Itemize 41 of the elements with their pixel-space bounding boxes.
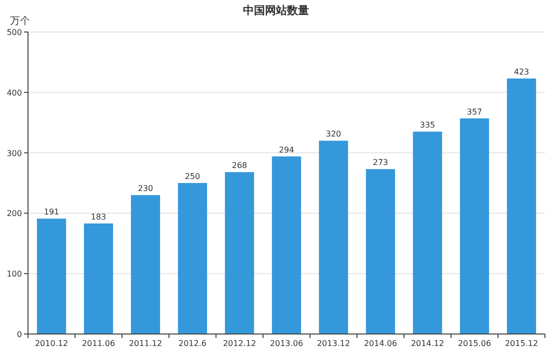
y-tick-label: 100	[6, 270, 22, 279]
data-label: 273	[372, 158, 388, 168]
bar	[318, 140, 348, 334]
data-label: 320	[326, 130, 342, 139]
x-tick-label: 2014.12	[410, 339, 444, 348]
x-tick-label: 2013.12	[316, 339, 350, 348]
data-label: 191	[44, 208, 60, 217]
data-label: 250	[184, 172, 200, 181]
bar	[272, 156, 302, 334]
data-label: 268	[232, 161, 248, 170]
x-tick-label: 2010.12	[34, 339, 68, 348]
y-tick-label: 400	[6, 88, 22, 98]
data-label: 230	[138, 184, 154, 194]
data-label: 294	[278, 145, 294, 154]
bar	[36, 218, 66, 334]
bar	[130, 195, 160, 334]
x-tick-label: 2015.12	[504, 339, 538, 348]
data-label: 183	[90, 212, 106, 222]
x-tick-label: 2014.06	[364, 339, 398, 348]
bar	[366, 169, 396, 334]
data-label: 335	[420, 120, 436, 130]
x-tick-label: 2012.12	[222, 339, 256, 348]
bar	[224, 172, 254, 334]
y-tick-label: 500	[6, 28, 22, 37]
x-tick-label: 2011.06	[82, 339, 116, 348]
bar	[178, 183, 208, 334]
x-tick-label: 2012.6	[178, 339, 206, 348]
data-label: 423	[514, 68, 530, 77]
chart-title: 中国网站数量	[243, 4, 309, 17]
data-label: 357	[466, 107, 482, 116]
x-tick-label: 2015.06	[458, 339, 492, 348]
bar	[460, 118, 490, 334]
y-tick-label: 200	[6, 209, 22, 218]
bar	[84, 223, 114, 334]
bar	[412, 132, 442, 334]
x-tick-label: 2013.06	[270, 339, 304, 348]
x-tick-label: 2011.12	[128, 339, 162, 348]
y-tick-label: 0	[16, 330, 22, 339]
bar	[506, 78, 536, 334]
y-axis-title: 万个	[10, 15, 30, 27]
y-tick-label: 300	[6, 148, 22, 158]
